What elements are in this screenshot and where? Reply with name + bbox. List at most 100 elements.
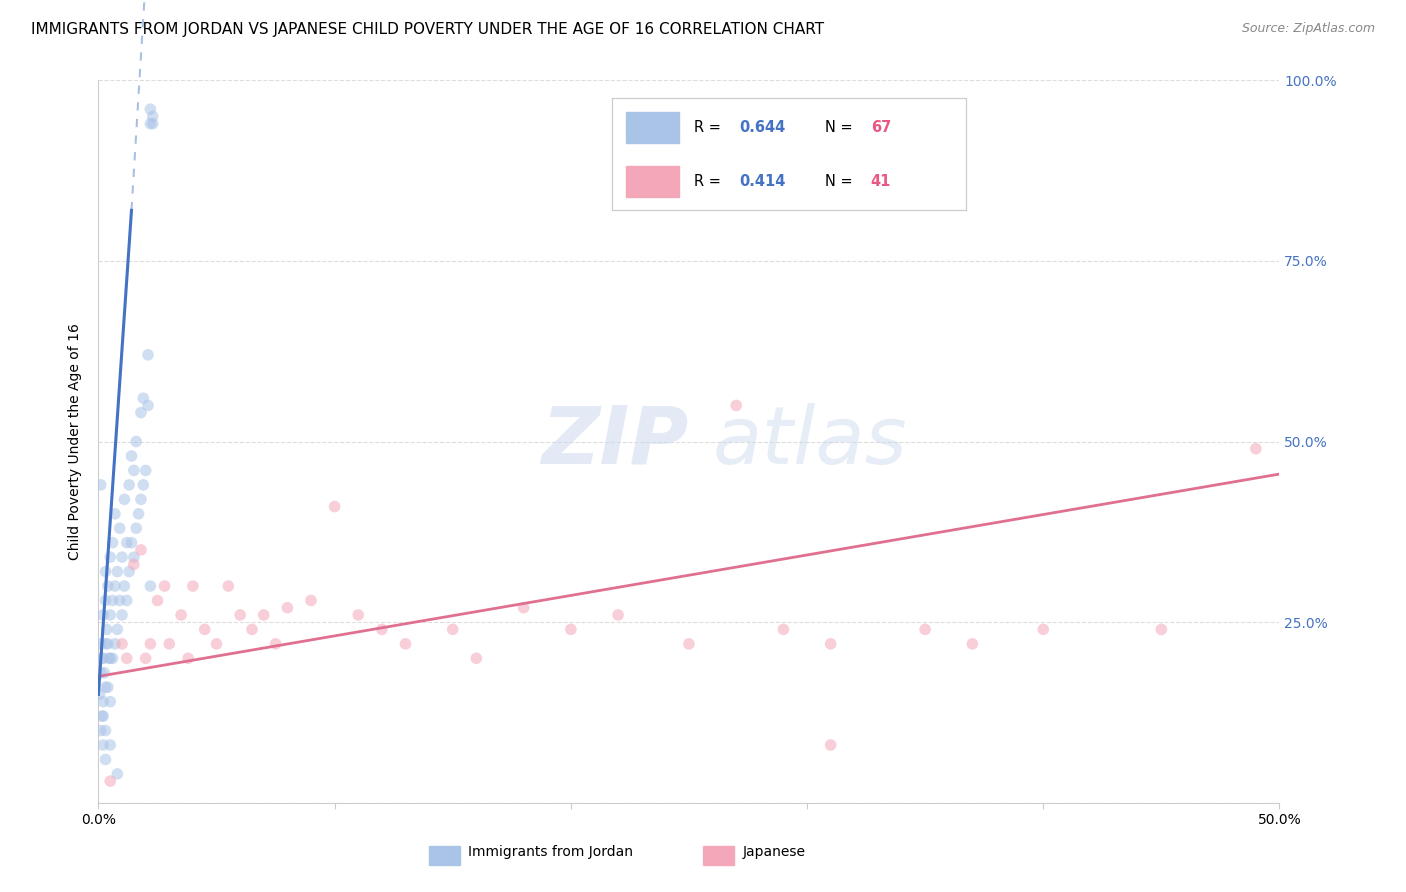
Point [253,607,276,622]
Point [97,637,120,651]
Point [93,665,115,680]
Point [264,637,287,651]
Text: ZIP: ZIP [541,402,689,481]
Point [170,607,193,622]
Point [276,600,298,615]
Point [98,774,121,789]
Point [101,535,124,549]
Point [98,738,121,752]
Point [1032,623,1054,637]
Point [560,623,582,637]
Point [1244,442,1267,456]
Point [112,492,135,507]
Point [98,607,121,622]
Point [205,637,228,651]
Point [240,623,263,637]
Point [115,593,138,607]
Point [115,535,138,549]
Point [129,542,152,557]
Point [90,723,112,738]
Point [98,651,121,665]
Text: IMMIGRANTS FROM JORDAN VS JAPANESE CHILD POVERTY UNDER THE AGE OF 16 CORRELATION: IMMIGRANTS FROM JORDAN VS JAPANESE CHILD… [31,22,824,37]
Point [136,348,159,362]
Point [98,550,121,565]
Point [112,579,135,593]
Point [962,637,984,651]
Point [108,593,131,607]
Point [914,623,936,637]
Point [101,651,124,665]
Text: Immigrants from Jordan: Immigrants from Jordan [468,845,633,859]
Point [177,651,200,665]
Point [118,478,141,492]
Point [139,102,162,116]
Point [104,507,127,521]
Point [96,623,118,637]
Point [217,579,239,593]
Y-axis label: Child Poverty Under the Age of 16: Child Poverty Under the Age of 16 [69,323,83,560]
Point [139,637,162,651]
Point [323,500,346,514]
Point [772,623,794,637]
Point [91,607,114,622]
Point [194,623,217,637]
Point [94,593,117,607]
Text: Japanese: Japanese [742,845,806,859]
Point [105,623,128,637]
Point [91,709,114,723]
Point [101,593,124,607]
Point [118,565,141,579]
Point [441,623,464,637]
Text: Source: ZipAtlas.com: Source: ZipAtlas.com [1241,22,1375,36]
Point [347,607,370,622]
Point [104,637,127,651]
Point [115,651,138,665]
Point [90,637,112,651]
Point [91,709,114,723]
Point [135,463,157,477]
Point [136,398,159,412]
Point [111,607,134,622]
Point [132,391,155,405]
Point [512,600,534,615]
Point [125,434,148,449]
Point [94,723,117,738]
Point [97,579,120,593]
Point [90,478,112,492]
Point [725,398,748,412]
Point [820,637,842,651]
Point [89,687,111,701]
Point [94,565,117,579]
Point [139,579,162,593]
Point [105,767,128,781]
Point [129,406,152,420]
Point [394,637,416,651]
Point [98,651,121,665]
Point [122,558,145,572]
Point [128,507,150,521]
Point [678,637,700,651]
Point [153,579,176,593]
Point [142,110,165,124]
Point [91,738,114,752]
Point [129,492,152,507]
Point [299,593,322,607]
Point [139,117,162,131]
Point [94,637,117,651]
Point [229,607,252,622]
Point [98,695,121,709]
Point [135,651,157,665]
Point [181,579,204,593]
Point [94,680,117,694]
Point [1150,623,1173,637]
Point [105,565,128,579]
Point [122,463,145,477]
Point [157,637,180,651]
Point [142,117,165,131]
Point [91,695,114,709]
Point [94,752,117,766]
Point [121,535,143,549]
Point [146,593,169,607]
Point [607,607,630,622]
Text: atlas: atlas [713,402,907,481]
